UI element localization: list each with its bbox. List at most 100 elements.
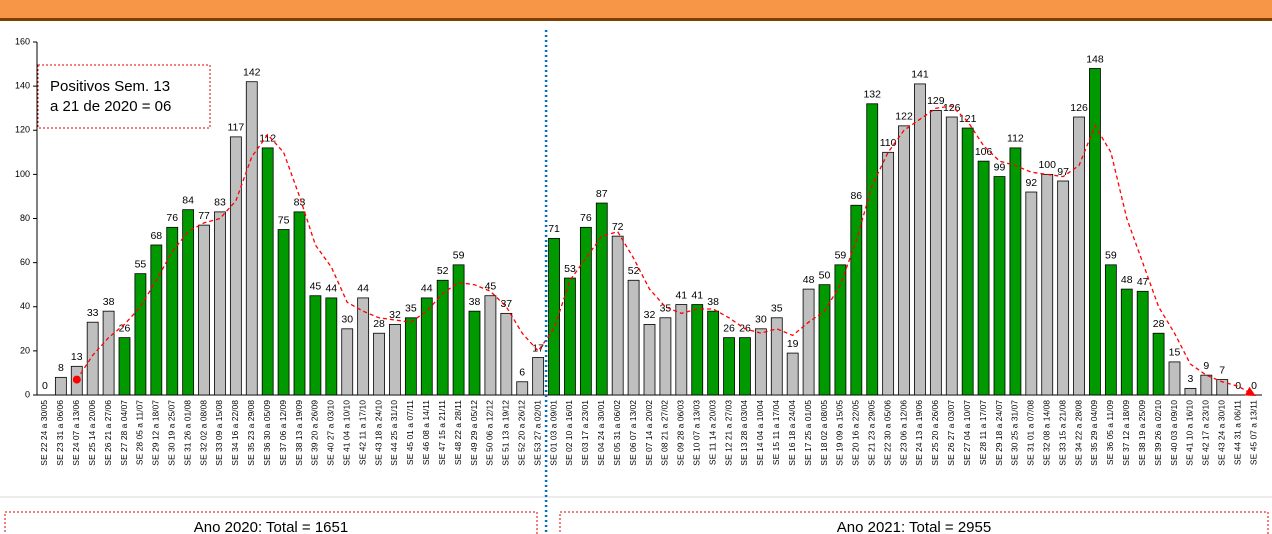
value-label: 44: [421, 283, 433, 295]
bar: [54, 376, 67, 396]
x-tick-label: SE 17 25 a 01/05: [803, 400, 813, 466]
x-tick-label: SE 41 10 a 16/10: [1185, 400, 1195, 466]
value-label: 44: [357, 283, 369, 295]
x-tick-label: SE 45 07 a 13/11: [1248, 400, 1258, 465]
value-label: 32: [644, 309, 656, 321]
note-text: Positivos Sem. 13: [50, 78, 170, 95]
bar: [786, 352, 799, 396]
trend-line: [72, 105, 1256, 396]
x-tick-label: SE 29 18 a 24/07: [994, 400, 1004, 466]
total-text: Ano 2020: Total = 1651: [194, 519, 348, 534]
x-tick-label: SE 38 13 a 19/09: [294, 400, 304, 466]
bar: [182, 209, 195, 396]
x-tick-label: SE 42 11 a 17/10: [357, 400, 367, 465]
x-tick-label: SE 03 17 a 23/01: [580, 400, 590, 466]
bar: [866, 103, 879, 396]
bar: [1184, 387, 1197, 396]
x-tick-label: SE 24 13 a 19/06: [914, 400, 924, 466]
bar: [293, 211, 306, 396]
value-label: 122: [895, 111, 913, 123]
bar: [1104, 264, 1117, 396]
bar: [214, 211, 226, 396]
x-tick-label: SE 36 05 a 11/09: [1105, 400, 1115, 465]
bar: [675, 304, 688, 396]
bar: [118, 337, 131, 396]
x-tick-label: SE 39 26 a 02/10: [1153, 400, 1163, 466]
bar: [579, 226, 592, 396]
value-label: 26: [723, 322, 735, 334]
value-label: 7: [1219, 364, 1225, 376]
y-tick-label: 0: [25, 389, 30, 399]
value-label: 126: [1070, 102, 1088, 114]
value-label: 132: [863, 89, 881, 101]
bar: [325, 297, 338, 396]
bar: [1009, 147, 1022, 396]
bar: [945, 116, 958, 396]
x-tick-label: SE 22 30 a 05/06: [882, 400, 892, 466]
x-tick-label: SE 33 15 a 21/08: [1057, 400, 1067, 466]
x-tick-label: SE 46 08 a 14/11: [421, 400, 431, 465]
x-tick-label: SE 28 05 a 11/07: [135, 400, 145, 465]
x-tick-label: SE 24 07 a 13/06: [71, 400, 81, 466]
x-tick-label: SE 39 20 a 26/09: [310, 400, 320, 466]
x-tick-label: SE 23 31 a 06/06: [55, 400, 65, 466]
x-tick-label: SE 15 11 a 17/04: [771, 400, 781, 465]
bar: [309, 295, 322, 396]
x-tick-label: SE 21 23 a 29/05: [866, 400, 876, 466]
x-tick-label: SE 45 01 a 07/11: [405, 400, 415, 465]
value-label: 148: [1086, 53, 1104, 65]
x-tick-label: SE 50 06 a 12/12: [485, 400, 495, 466]
x-tick-label: SE 34 22 a 28/08: [1073, 400, 1083, 466]
bar: [70, 365, 83, 396]
x-tick-label: SE 43 24 a 30/10: [1216, 400, 1226, 466]
bar: [1041, 173, 1054, 396]
value-label: 106: [975, 146, 993, 158]
value-label: 13: [71, 351, 83, 363]
bar: [1089, 68, 1101, 396]
value-label: 72: [612, 221, 624, 233]
bar: [261, 147, 274, 396]
note-text: a 21 de 2020 = 06: [50, 98, 171, 115]
y-tick-label: 160: [15, 36, 30, 46]
bar: [914, 83, 926, 396]
value-label: 28: [373, 318, 385, 330]
value-label: 71: [548, 223, 560, 235]
value-label: 0: [1251, 380, 1257, 392]
bar: [627, 279, 640, 396]
bar: [150, 244, 163, 396]
value-label: 112: [259, 133, 276, 145]
x-tick-label: SE 19 09 a 15/05: [835, 400, 845, 466]
x-tick-label: SE 43 18 a 24/10: [373, 400, 383, 466]
bar: [1200, 374, 1213, 396]
x-tick-label: SE 36 30 a 05/09: [262, 400, 272, 466]
value-label: 30: [341, 314, 353, 326]
x-tick-label: SE 29 12 a 18/07: [151, 400, 161, 466]
value-label: 9: [1203, 360, 1209, 372]
x-tick-label: SE 48 22 a 28/11: [453, 400, 463, 465]
bar: [929, 109, 942, 396]
total-box: [4, 511, 538, 534]
bar: [102, 310, 115, 396]
x-tick-label: SE 05 31 a 06/02: [612, 400, 622, 466]
y-tick-label: 140: [15, 81, 30, 91]
x-tick-label: SE 53 27 a 02/01: [532, 400, 542, 466]
value-label: 68: [150, 230, 162, 242]
bar: [532, 357, 545, 396]
bar: [86, 321, 99, 396]
x-tick-label: SE 41 04 a 10/10: [341, 400, 351, 466]
value-label: 28: [1153, 318, 1165, 330]
value-label: 15: [1169, 347, 1181, 359]
bar: [420, 297, 433, 396]
bar: [611, 235, 624, 396]
value-label: 110: [880, 137, 897, 149]
value-label: 35: [660, 303, 672, 315]
value-label: 45: [310, 281, 322, 293]
bar: [961, 127, 974, 396]
value-label: 35: [405, 303, 417, 315]
y-tick-label: 60: [20, 257, 30, 267]
total-box: [559, 511, 1269, 534]
bar: [500, 312, 513, 396]
value-label: 47: [1137, 276, 1149, 288]
value-label: 45: [485, 281, 497, 293]
y-tick-label: 120: [15, 125, 30, 135]
